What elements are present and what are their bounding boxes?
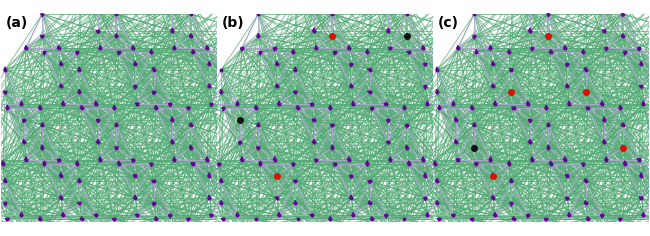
Text: (a): (a) bbox=[6, 16, 28, 30]
Text: (b): (b) bbox=[222, 16, 244, 30]
Text: (c): (c) bbox=[437, 16, 459, 30]
